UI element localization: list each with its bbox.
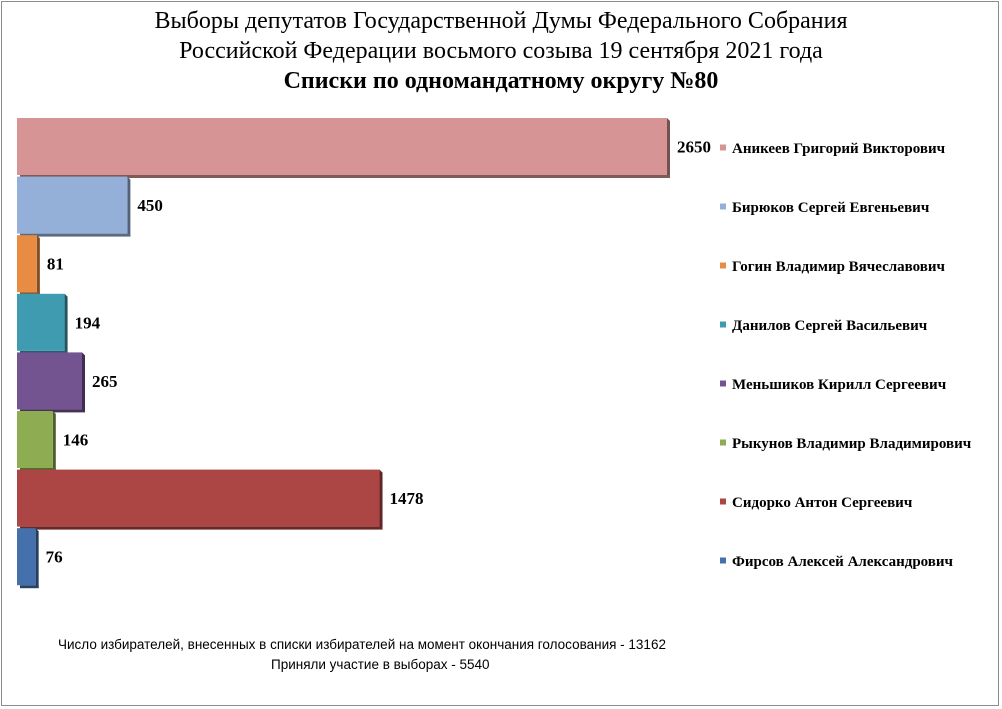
bar-value-label-3: 81 bbox=[47, 255, 64, 274]
bar-1 bbox=[17, 118, 667, 175]
bar-side-6 bbox=[52, 411, 56, 471]
bar-bottom-3 bbox=[20, 292, 40, 296]
bar-6 bbox=[17, 411, 53, 468]
bar-bottom-4 bbox=[20, 350, 68, 354]
footnote-voters: Число избирателей, внесенных в списки из… bbox=[58, 637, 666, 652]
bar-side-8 bbox=[35, 528, 39, 589]
legend-label-3: Гогин Владимир Вячеславович bbox=[732, 259, 946, 275]
legend-swatch-3 bbox=[720, 262, 726, 269]
bar-value-label-8: 76 bbox=[46, 548, 63, 567]
bar-2 bbox=[17, 176, 128, 234]
bar-value-label-4: 194 bbox=[75, 313, 101, 332]
legend-label-6: Рыкунов Владимир Владимирович bbox=[732, 436, 972, 452]
bar-bottom-5 bbox=[20, 409, 85, 413]
legend-swatch-4 bbox=[720, 321, 726, 328]
legend-swatch-6 bbox=[720, 439, 726, 446]
chart-subtitle: Списки по одномандатному округу №80 bbox=[283, 68, 719, 94]
legend-swatch-1 bbox=[720, 144, 726, 151]
footnote-turnout: Приняли участие в выборах - 5540 bbox=[271, 657, 490, 672]
legend-swatch-5 bbox=[720, 380, 726, 387]
bar-8 bbox=[17, 528, 36, 586]
legend-swatch-7 bbox=[720, 498, 726, 505]
legend-label-5: Меньшиков Кирилл Сергеевич bbox=[732, 377, 947, 393]
chart-title-line-1: Выборы депутатов Государственной Думы Фе… bbox=[154, 8, 848, 34]
bar-bottom-7 bbox=[20, 526, 383, 530]
bar-value-label-6: 146 bbox=[63, 431, 89, 450]
bar-side-4 bbox=[64, 293, 68, 354]
legend-label-4: Данилов Сергей Васильевич bbox=[732, 318, 928, 334]
bar-7 bbox=[17, 469, 380, 527]
legend-swatch-2 bbox=[720, 203, 726, 210]
bar-side-2 bbox=[127, 176, 131, 237]
bar-value-label-5: 265 bbox=[92, 372, 118, 391]
bar-side-3 bbox=[36, 235, 40, 296]
bar-value-label-1: 2650 bbox=[677, 138, 711, 157]
bar-bottom-8 bbox=[20, 585, 39, 589]
bar-4 bbox=[17, 293, 65, 351]
legend-label-7: Сидорко Антон Сергеевич bbox=[732, 495, 913, 511]
bar-side-5 bbox=[82, 352, 85, 413]
bars-group: 2650 450 81 194 265 146 1478 76 bbox=[17, 118, 711, 589]
bar-value-label-2: 450 bbox=[137, 196, 163, 215]
legend-group: Аникеев Григорий Викторович Бирюков Серге… bbox=[720, 141, 972, 570]
legend-label-1: Аникеев Григорий Викторович bbox=[732, 141, 946, 157]
bar-bottom-6 bbox=[20, 468, 56, 471]
legend-label-2: Бирюков Сергей Евгеньевич bbox=[732, 200, 930, 216]
legend-label-8: Фирсов Алексей Александрович bbox=[732, 554, 954, 570]
bar-bottom-2 bbox=[20, 233, 131, 237]
legend-swatch-8 bbox=[720, 557, 726, 564]
bar-bottom-1 bbox=[20, 175, 670, 178]
bar-5 bbox=[17, 352, 82, 410]
bar-value-label-7: 1478 bbox=[390, 489, 424, 508]
bar-side-7 bbox=[379, 469, 383, 530]
bar-3 bbox=[17, 235, 37, 293]
bar-side-1 bbox=[667, 118, 670, 178]
chart-title-line-2: Российской Федерации восьмого созыва 19 … bbox=[179, 38, 823, 64]
